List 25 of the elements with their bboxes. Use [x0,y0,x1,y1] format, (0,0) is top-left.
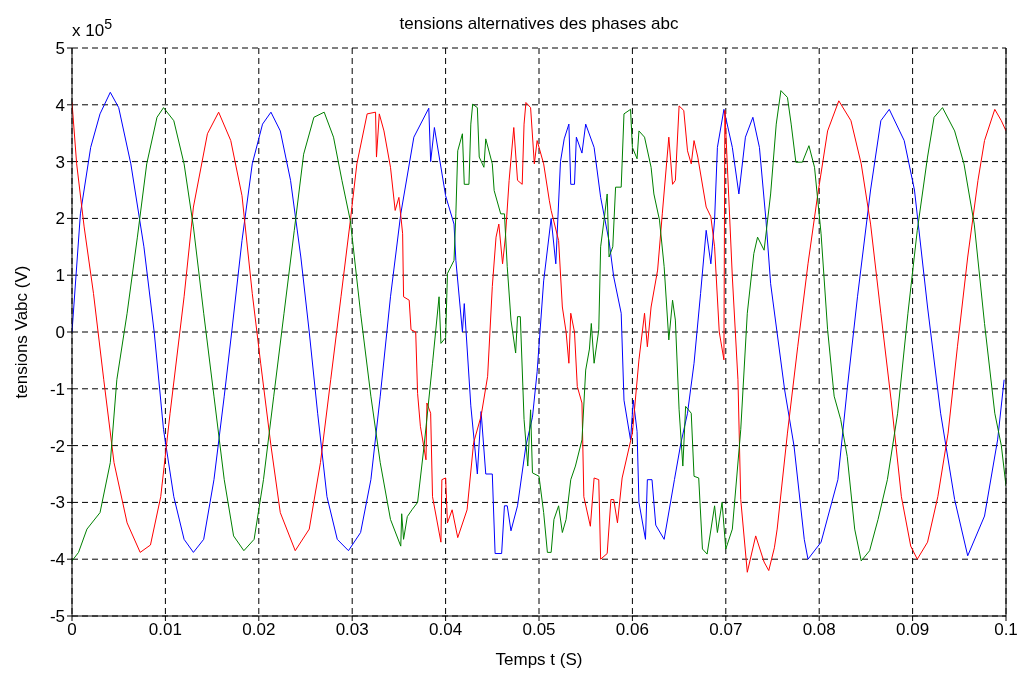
text: x 10$^{5}$ [72,16,113,41]
y-tick-label: 2 [55,209,65,229]
y-tick-label: 4 [55,95,65,115]
y-tick-label: -5 [49,607,65,627]
x-tick-label: 0.01 [148,620,182,640]
x-tick-label: 0.1 [994,620,1018,640]
y-tick-label: -1 [49,379,65,399]
x-axis-title: Temps t (S) [494,650,584,670]
chart-title: tensions alternatives des phases abc [399,14,679,33]
y-tick-label: 0 [55,323,65,343]
x-tick-label: 0.09 [896,620,930,640]
y-tick-label: -3 [49,493,65,513]
x-tick-label: 0.04 [429,620,463,640]
x-tick-label: 0.08 [802,620,836,640]
y-tick-label: 3 [55,152,65,172]
y-tick-label: 5 [55,39,65,59]
x-tick-label: 0.02 [242,620,276,640]
y-axis-title: tensions Vabc (V) [12,265,32,399]
y-tick-label: -2 [49,436,65,456]
y-tick-label: 1 [55,266,65,286]
x-tick-label: 0.03 [335,620,369,640]
x-tick-label: 0.07 [709,620,743,640]
x-tick-label: 0.06 [615,620,649,640]
y-tick-label: -4 [49,550,65,570]
x-tick-label: 0.05 [522,620,556,640]
